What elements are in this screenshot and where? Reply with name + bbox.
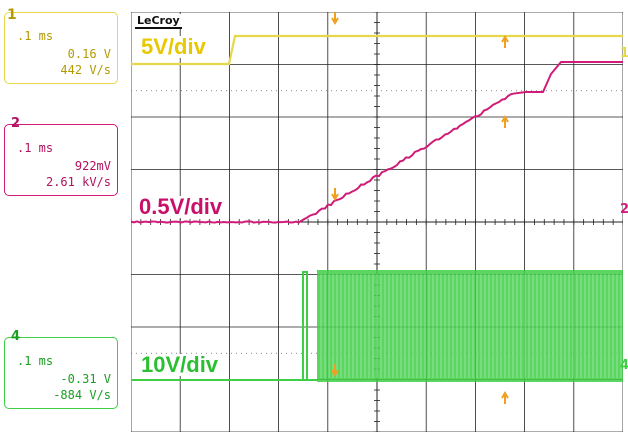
channel-2-label: 2: [11, 116, 20, 131]
channel-4-value: -0.31 V: [60, 372, 111, 386]
cursor-arrow-down: [332, 188, 338, 199]
channel-1-timebase: .1 ms: [17, 29, 111, 43]
channel-1-right-marker: 1: [620, 46, 628, 61]
channel-4-right-marker: 4: [620, 358, 628, 373]
channel-4-slope: -884 V/s: [53, 388, 111, 402]
cursor-arrow-up: [502, 37, 508, 48]
channel-1-value: 0.16 V: [68, 47, 111, 61]
channel-4-scale: 10V/div: [139, 354, 220, 376]
channel-1-slope: 442 V/s: [60, 63, 111, 77]
cursor-arrow-up: [502, 117, 508, 128]
channel-2-slope: 2.61 kV/s: [46, 175, 111, 189]
channel-2-right-marker: 2: [620, 202, 628, 217]
channel-1-readout: 1 .1 ms 0.16 V 442 V/s: [4, 12, 118, 84]
channel-2-timebase: .1 ms: [17, 141, 111, 155]
brand-logo: LeCroy: [135, 14, 182, 29]
channel-4-label: 4: [11, 329, 20, 344]
channel-1-scale: 5V/div: [139, 36, 208, 58]
channel-2-readout: 2 .1 ms 922mV 2.61 kV/s: [4, 124, 118, 196]
channel-4-readout: 4 .1 ms -0.31 V -884 V/s: [4, 337, 118, 409]
cursor-arrow-up: [502, 393, 508, 404]
channel-2-scale: 0.5V/div: [137, 196, 224, 218]
channel-4-timebase: .1 ms: [17, 354, 111, 368]
channel-1-label: 1: [7, 7, 17, 23]
cursor-arrow-down: [332, 12, 338, 23]
channel-2-value: 922mV: [75, 159, 111, 173]
